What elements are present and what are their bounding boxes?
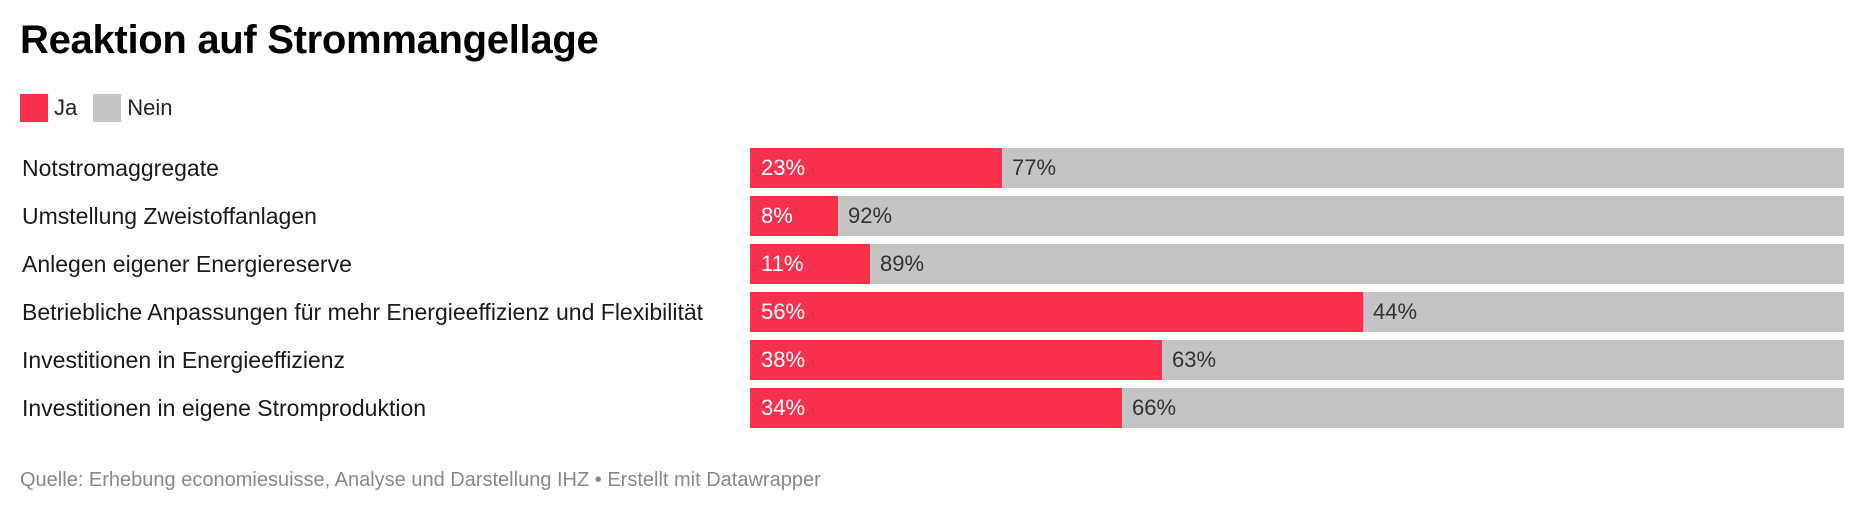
bar-segment-ja <box>750 196 838 236</box>
bar-segment-nein <box>838 196 1844 236</box>
data-label-nein: 66% <box>1132 395 1177 420</box>
data-label-ja: 11% <box>761 251 804 276</box>
data-label-nein: 89% <box>880 251 925 276</box>
bar-segment-nein <box>1002 148 1844 188</box>
bar-track: 8% 92% <box>750 196 1844 236</box>
legend-swatch-ja <box>20 94 48 122</box>
bar-row: Betriebliche Anpassungen für mehr Energi… <box>0 292 1866 332</box>
bar-segment-nein <box>870 244 1844 284</box>
bar-segment-ja <box>750 340 1162 380</box>
legend-label-nein: Nein <box>127 95 173 120</box>
bar-segment-ja <box>750 148 1002 188</box>
data-label-ja: 34% <box>761 395 806 420</box>
bar-row: Notstromaggregate 23% 77% <box>0 148 1866 188</box>
bar-track: 34% 66% <box>750 388 1844 428</box>
bar-track: 11% 89% <box>750 244 1844 284</box>
legend-item-ja: Ja <box>20 94 77 122</box>
category-label: Investitionen in eigene Stromproduktion <box>22 395 427 421</box>
category-label: Notstromaggregate <box>22 155 219 181</box>
bar-segment-ja <box>750 244 870 284</box>
category-label: Umstellung Zweistoffanlagen <box>22 203 317 229</box>
data-label-ja: 8% <box>761 203 793 228</box>
data-label-nein: 44% <box>1373 299 1418 324</box>
data-label-nein: 63% <box>1172 347 1217 372</box>
legend-item-nein: Nein <box>93 94 173 122</box>
category-label: Anlegen eigener Energiereserve <box>22 251 352 277</box>
bar-track: 38% 63% <box>750 340 1844 380</box>
data-label-nein: 77% <box>1012 155 1057 180</box>
category-label: Investitionen in Energieeffizienz <box>22 347 346 373</box>
legend: Ja Nein <box>20 94 189 122</box>
data-label-ja: 23% <box>761 155 806 180</box>
data-label-nein: 92% <box>848 203 893 228</box>
bar-track: 56% 44% <box>750 292 1844 332</box>
bar-segment-nein <box>1363 292 1844 332</box>
bar-segment-ja <box>750 388 1122 428</box>
bar-segment-nein <box>1162 340 1844 380</box>
bar-segment-ja <box>750 292 1363 332</box>
bar-row: Umstellung Zweistoffanlagen 8% 92% <box>0 196 1866 236</box>
bar-row: Investitionen in Energieeffizienz 38% 63% <box>0 340 1866 380</box>
data-label-ja: 56% <box>761 299 806 324</box>
legend-label-ja: Ja <box>54 95 78 120</box>
chart-title: Reaktion auf Strommangellage <box>20 18 599 62</box>
bar-track: 23% 77% <box>750 148 1844 188</box>
legend-swatch-nein <box>93 94 122 122</box>
bar-row: Investitionen in eigene Stromproduktion 3… <box>0 388 1866 428</box>
source-note: Quelle: Erhebung economiesuisse, Analyse… <box>20 469 821 491</box>
data-label-ja: 38% <box>761 347 806 372</box>
bar-row: Anlegen eigener Energiereserve 11% 89% <box>0 244 1866 284</box>
bar-segment-nein <box>1122 388 1844 428</box>
category-label: Betriebliche Anpassungen für mehr Energi… <box>22 299 704 325</box>
